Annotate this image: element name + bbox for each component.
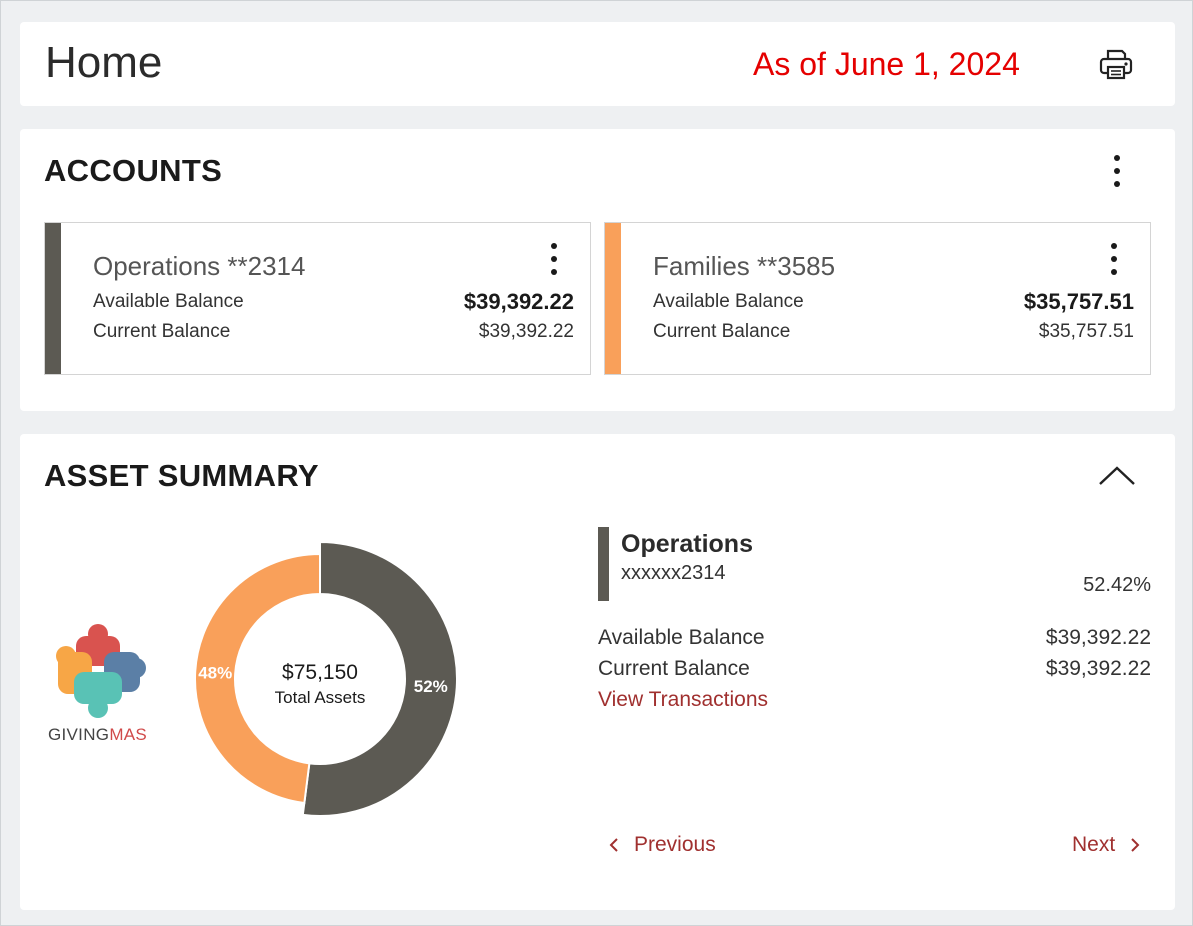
current-balance-value: $35,757.51 — [1038, 321, 1134, 342]
selected-account-number: xxxxxx2314 — [621, 562, 726, 584]
chevron-right-icon — [1131, 838, 1140, 852]
account-menu-icon[interactable] — [1104, 239, 1124, 279]
current-balance-label: Current Balance — [93, 321, 231, 342]
account-color-stripe — [45, 223, 61, 374]
available-balance-value: $39,392.22 — [1045, 626, 1151, 649]
puzzle-logo-icon — [56, 624, 146, 718]
asset-summary-title: ASSET SUMMARY — [44, 458, 319, 493]
previous-label: Previous — [634, 833, 716, 856]
current-balance-value: $39,392.22 — [1045, 657, 1151, 680]
account-name: Families **3585 — [653, 251, 836, 281]
next-button[interactable]: Next — [1072, 833, 1141, 857]
page-title: Home — [45, 38, 163, 87]
available-balance-label: Available Balance — [93, 291, 244, 312]
donut-slice-1[interactable] — [194, 552, 321, 805]
account-tile-families[interactable]: Families **3585 Available Balance $35,75… — [604, 222, 1151, 375]
asset-summary-card: ASSET SUMMARY GIVINGMAS $75,150 Total As… — [20, 434, 1175, 910]
logo-text: GIVINGMAS — [48, 725, 148, 744]
account-menu-icon[interactable] — [544, 239, 564, 279]
view-transactions-link[interactable]: View Transactions — [598, 688, 769, 711]
selected-account-percent: 52.42% — [1083, 574, 1151, 596]
available-balance-value: $39,392.22 — [463, 289, 574, 314]
account-tile-operations[interactable]: Operations **2314 Available Balance $39,… — [44, 222, 591, 375]
current-balance-label: Current Balance — [653, 321, 791, 342]
donut-slice-0[interactable] — [301, 540, 458, 817]
selected-account-color-bar — [598, 527, 609, 601]
current-balance-value: $39,392.22 — [478, 321, 574, 342]
account-color-stripe — [605, 223, 621, 374]
available-balance-label: Available Balance — [598, 626, 765, 649]
printer-icon[interactable] — [1096, 44, 1136, 84]
accounts-menu-icon[interactable] — [1107, 151, 1127, 191]
home-header-card: Home As of June 1, 2024 — [20, 22, 1175, 106]
asset-donut-chart: $75,150 Total Assets 52% 48% — [194, 540, 458, 817]
selected-account-name: Operations — [621, 530, 753, 558]
available-balance-value: $35,757.51 — [1023, 289, 1134, 314]
givingmas-logo: GIVINGMAS — [48, 622, 152, 745]
next-label: Next — [1072, 833, 1116, 856]
accounts-card: ACCOUNTS Operations **2314 Available Bal… — [20, 129, 1175, 411]
total-assets-value: $75,150 — [282, 661, 358, 684]
account-name: Operations **2314 — [93, 251, 306, 281]
chevron-left-icon — [609, 838, 618, 852]
donut-slice-label-0: 52% — [414, 677, 448, 696]
donut-slice-label-1: 48% — [198, 663, 232, 682]
accounts-title: ACCOUNTS — [44, 153, 223, 188]
chevron-up-icon[interactable] — [1096, 462, 1138, 490]
total-assets-label: Total Assets — [275, 688, 366, 707]
as-of-date: As of June 1, 2024 — [753, 46, 1020, 82]
previous-button[interactable]: Previous — [608, 833, 716, 857]
available-balance-label: Available Balance — [653, 291, 804, 312]
current-balance-label: Current Balance — [598, 657, 750, 680]
